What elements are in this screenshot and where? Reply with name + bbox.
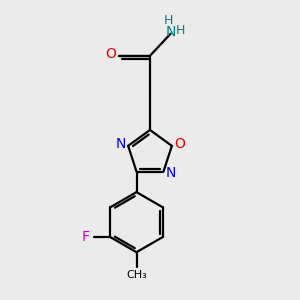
Text: N: N [116, 137, 126, 152]
Text: H: H [164, 14, 173, 27]
Text: N: N [165, 25, 176, 39]
Text: N: N [166, 166, 176, 180]
Text: O: O [105, 47, 116, 61]
Text: F: F [82, 230, 90, 244]
Text: CH₃: CH₃ [126, 270, 147, 280]
Text: H: H [175, 24, 185, 37]
Text: O: O [174, 137, 184, 152]
